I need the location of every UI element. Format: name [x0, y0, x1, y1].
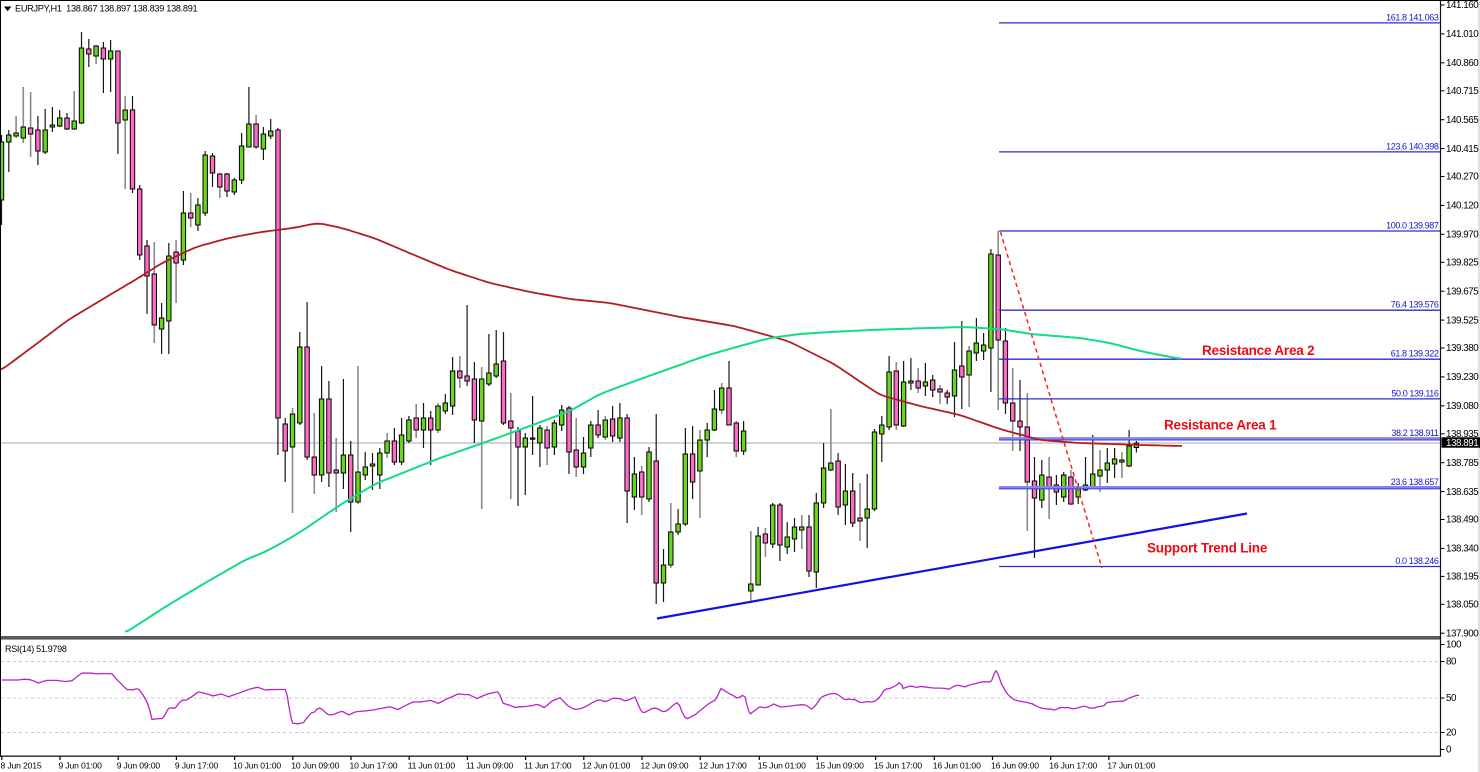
svg-text:140.715: 140.715 — [1446, 86, 1479, 97]
svg-text:11 Jun 09:00: 11 Jun 09:00 — [466, 761, 514, 771]
svg-text:137.900: 137.900 — [1446, 628, 1479, 639]
svg-text:139.825: 139.825 — [1446, 258, 1479, 269]
svg-text:138.195: 138.195 — [1446, 572, 1479, 583]
svg-text:23.6 138.657: 23.6 138.657 — [1391, 477, 1439, 487]
svg-text:141.160: 141.160 — [1446, 0, 1479, 11]
svg-text:16 Jun 17:00: 16 Jun 17:00 — [1049, 761, 1097, 771]
svg-text:61.8 139.322: 61.8 139.322 — [1391, 349, 1439, 359]
svg-text:0: 0 — [1446, 745, 1452, 756]
svg-text:15 Jun 09:00: 15 Jun 09:00 — [816, 761, 864, 771]
svg-text:138.935: 138.935 — [1446, 429, 1479, 440]
svg-text:12 Jun 09:00: 12 Jun 09:00 — [641, 761, 689, 771]
svg-text:50: 50 — [1446, 693, 1457, 704]
svg-text:140.120: 140.120 — [1446, 201, 1479, 212]
svg-text:Resistance Area 1: Resistance Area 1 — [1164, 418, 1277, 433]
svg-text:12 Jun 17:00: 12 Jun 17:00 — [699, 761, 747, 771]
svg-text:123.6 140.398: 123.6 140.398 — [1386, 141, 1439, 151]
svg-text:9 Jun 17:00: 9 Jun 17:00 — [175, 761, 219, 771]
svg-text:139.970: 139.970 — [1446, 230, 1479, 241]
svg-text:138.050: 138.050 — [1446, 600, 1479, 611]
svg-text:Support Trend Line: Support Trend Line — [1147, 541, 1268, 556]
svg-text:Resistance Area 2: Resistance Area 2 — [1202, 343, 1314, 358]
svg-text:141.010: 141.010 — [1446, 29, 1479, 40]
svg-text:10 Jun 01:00: 10 Jun 01:00 — [233, 761, 281, 771]
svg-text:16 Jun 01:00: 16 Jun 01:00 — [933, 761, 981, 771]
svg-text:16 Jun 09:00: 16 Jun 09:00 — [991, 761, 1039, 771]
svg-text:138.635: 138.635 — [1446, 487, 1479, 498]
svg-text:12 Jun 01:00: 12 Jun 01:00 — [582, 761, 630, 771]
svg-text:EURJPY,H1 138.867 138.897 138: EURJPY,H1 138.867 138.897 138.839 138.89… — [15, 4, 198, 14]
svg-text:161.8 141.063: 161.8 141.063 — [1386, 12, 1439, 22]
svg-text:15 Jun 17:00: 15 Jun 17:00 — [874, 761, 922, 771]
svg-text:140.565: 140.565 — [1446, 115, 1479, 126]
svg-text:138.490: 138.490 — [1446, 515, 1479, 526]
svg-text:100.0 139.987: 100.0 139.987 — [1386, 221, 1439, 231]
svg-text:50.0 139.116: 50.0 139.116 — [1391, 388, 1438, 398]
svg-text:140.270: 140.270 — [1446, 172, 1479, 183]
svg-text:138.785: 138.785 — [1446, 458, 1479, 469]
svg-text:100: 100 — [1446, 640, 1462, 651]
svg-text:140.415: 140.415 — [1446, 144, 1479, 155]
svg-text:139.080: 139.080 — [1446, 401, 1479, 412]
svg-text:139.380: 139.380 — [1446, 343, 1479, 354]
svg-text:20: 20 — [1446, 728, 1457, 739]
svg-text:9 Jun 09:00: 9 Jun 09:00 — [117, 761, 161, 771]
svg-text:80: 80 — [1446, 657, 1457, 668]
svg-text:0.0 138.246: 0.0 138.246 — [1395, 556, 1439, 566]
svg-text:139.230: 139.230 — [1446, 372, 1479, 383]
svg-text:139.525: 139.525 — [1446, 315, 1479, 326]
svg-text:15 Jun 01:00: 15 Jun 01:00 — [758, 761, 806, 771]
svg-text:RSI(14) 51.9798: RSI(14) 51.9798 — [5, 644, 67, 654]
svg-text:11 Jun 17:00: 11 Jun 17:00 — [524, 761, 572, 771]
svg-text:76.4 139.576: 76.4 139.576 — [1391, 300, 1439, 310]
svg-text:138.891: 138.891 — [1446, 438, 1478, 449]
svg-text:8 Jun 2015: 8 Jun 2015 — [1, 761, 42, 771]
svg-text:139.675: 139.675 — [1446, 286, 1479, 297]
svg-text:138.340: 138.340 — [1446, 544, 1479, 555]
svg-text:9 Jun 01:00: 9 Jun 01:00 — [59, 761, 103, 771]
svg-text:17 Jun 01:00: 17 Jun 01:00 — [1107, 761, 1155, 771]
svg-text:140.860: 140.860 — [1446, 58, 1479, 69]
svg-text:38.2 138.911: 38.2 138.911 — [1391, 428, 1438, 438]
svg-text:11 Jun 01:00: 11 Jun 01:00 — [408, 761, 456, 771]
svg-text:10 Jun 09:00: 10 Jun 09:00 — [291, 761, 339, 771]
svg-text:10 Jun 17:00: 10 Jun 17:00 — [350, 761, 398, 771]
